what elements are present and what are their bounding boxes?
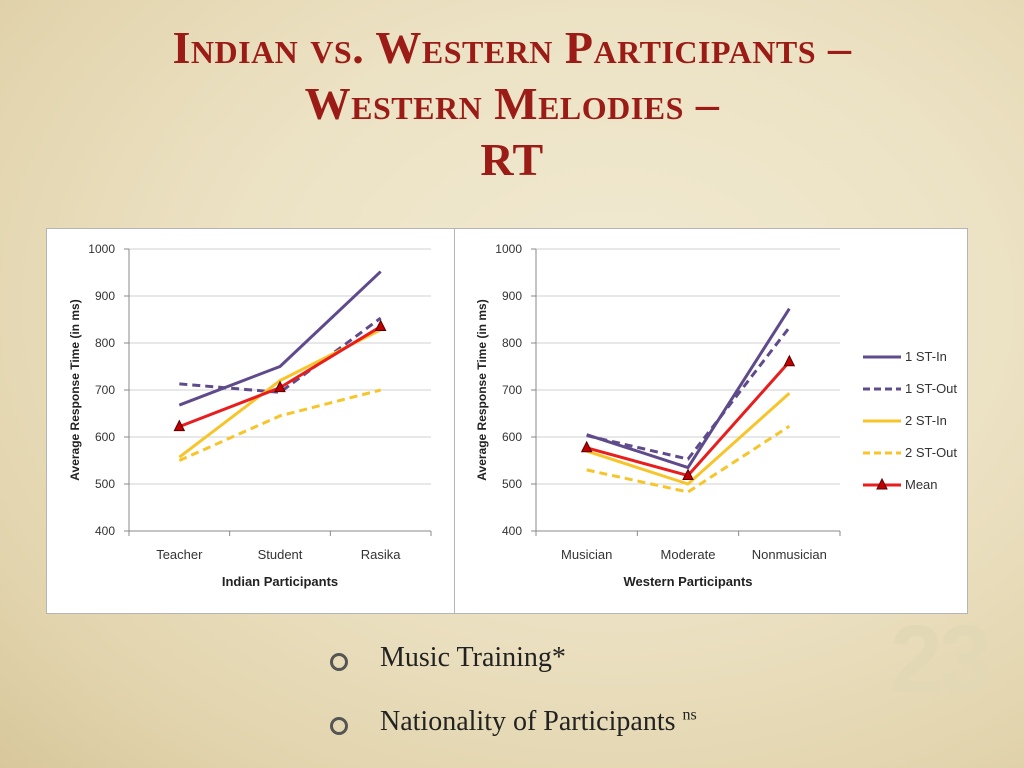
x-axis-label: Western Participants xyxy=(623,574,752,589)
series-line-1-st-in xyxy=(178,270,382,407)
mean-marker xyxy=(173,419,186,432)
y-tick-label: 700 xyxy=(502,383,522,397)
line-chart-indian: 400 500 600 700 800 900 1000 Teacher Student Rasi… xyxy=(68,242,432,589)
bullet-text: Nationality of Participants xyxy=(380,706,683,737)
slide-number: 23 xyxy=(889,606,993,713)
legend-label: 1 ST-Out xyxy=(905,381,957,396)
bullet-superscript: ns xyxy=(682,706,697,724)
series-line-1-st-out xyxy=(179,316,382,394)
y-tick-label: 500 xyxy=(502,477,522,491)
x-tick-label: Teacher xyxy=(156,547,203,562)
series-line-1-st-out xyxy=(586,326,791,461)
slide-title-line-3: RT xyxy=(480,134,544,185)
legend-label: 1 ST-In xyxy=(905,349,947,364)
line-chart-western: 400 500 600 700 800 900 1000 Musician Moderate No… xyxy=(475,242,957,589)
series-line-2-st-out xyxy=(586,424,791,494)
circle-bullet-icon xyxy=(330,653,348,671)
y-tick-label: 1000 xyxy=(88,242,115,256)
x-tick-label: Student xyxy=(258,547,303,562)
chart-panel-western: 400 500 600 700 800 900 1000 Musician Moderate No… xyxy=(454,228,968,614)
x-tick-label: Moderate xyxy=(661,547,716,562)
legend-label: Mean xyxy=(905,477,938,492)
x-axis-label: Indian Participants xyxy=(222,574,338,589)
chart-panel-indian: 400 500 600 700 800 900 1000 Teacher Student Rasi… xyxy=(46,228,455,614)
y-tick-label: 400 xyxy=(502,524,522,538)
y-tick-label: 900 xyxy=(502,289,522,303)
mean-marker xyxy=(783,354,796,367)
y-tick-label: 600 xyxy=(502,430,522,444)
x-tick-label: Musician xyxy=(561,547,612,562)
y-axis-label: Average Response Time (in ms) xyxy=(475,299,489,480)
series-line-2-st-out xyxy=(178,388,382,462)
y-tick-label: 800 xyxy=(502,336,522,350)
series-line-1-st-in xyxy=(586,307,791,470)
x-tick-label: Nonmusician xyxy=(752,547,827,562)
y-tick-label: 600 xyxy=(95,430,115,444)
mean-marker xyxy=(682,468,694,481)
y-tick-label: 500 xyxy=(95,477,115,491)
y-tick-label: 800 xyxy=(95,336,115,350)
series-line-2-st-in xyxy=(586,392,791,486)
legend-marker xyxy=(876,477,888,490)
y-tick-label: 900 xyxy=(95,289,115,303)
y-tick-label: 1000 xyxy=(495,242,522,256)
circle-bullet-icon xyxy=(330,717,348,735)
x-tick-label: Rasika xyxy=(361,547,402,562)
legend-label: 2 ST-In xyxy=(905,413,947,428)
y-axis-label: Average Response Time (in ms) xyxy=(68,299,82,480)
bullet-text: Music Training* xyxy=(380,642,566,673)
mean-marker xyxy=(580,440,593,453)
mean-marker xyxy=(374,319,387,332)
slide-title-line-1: Indian vs. Western Participants – xyxy=(172,22,852,73)
y-tick-label: 700 xyxy=(95,383,115,397)
mean-marker xyxy=(274,380,286,393)
slide-title-line-2: Western Melodies – xyxy=(304,78,720,129)
legend-label: 2 ST-Out xyxy=(905,445,957,460)
y-tick-label: 400 xyxy=(95,524,115,538)
